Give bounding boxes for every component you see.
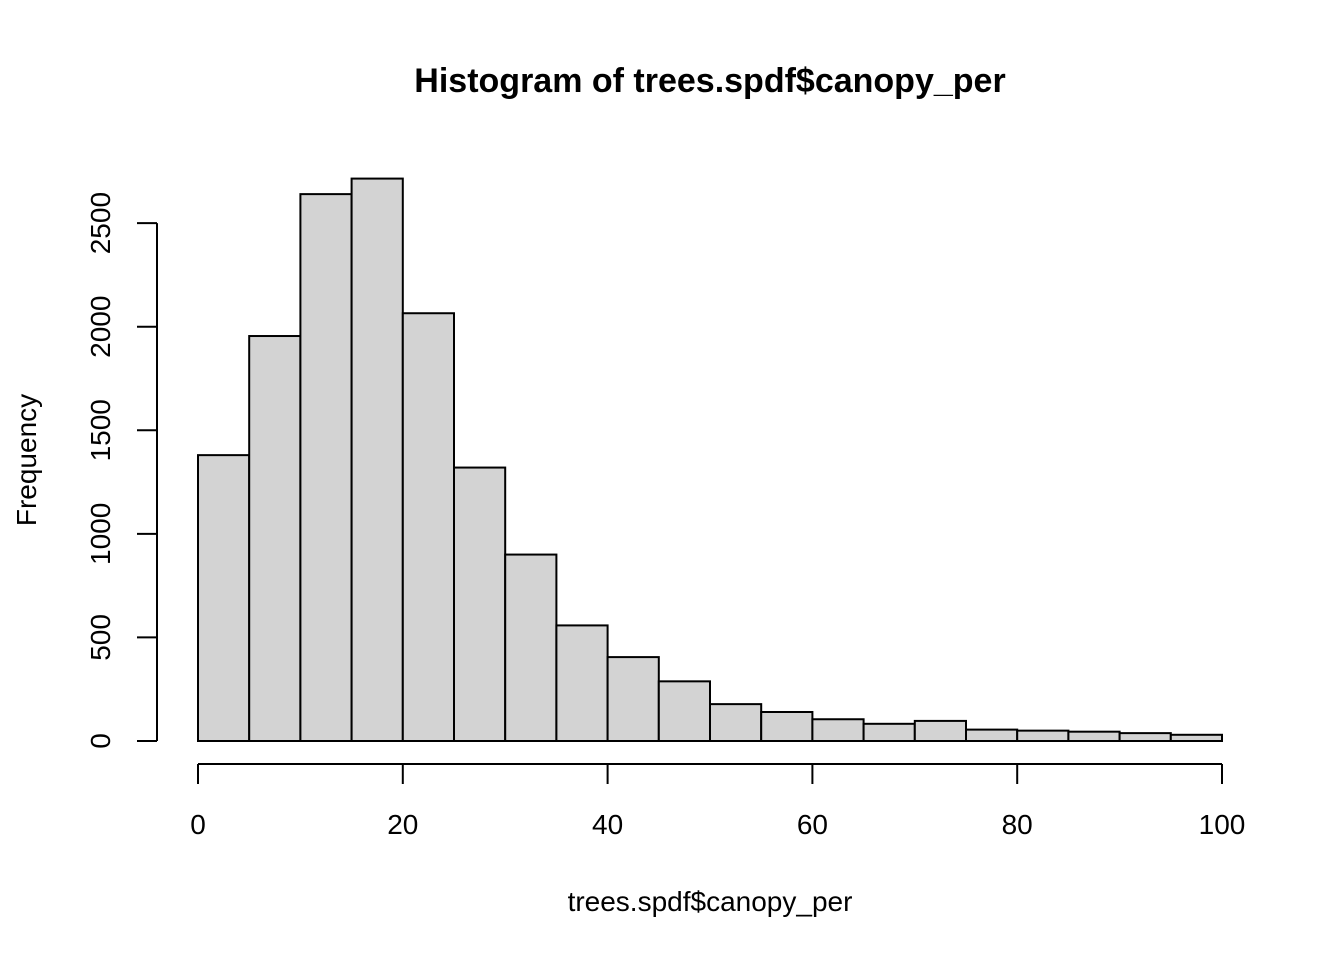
histogram-bar: [504, 553, 558, 742]
y-tick-label: 2000: [85, 296, 116, 358]
histogram-bar: [299, 193, 353, 742]
histogram-bar: [760, 710, 814, 743]
y-tick-label: 1500: [85, 399, 116, 461]
x-tick-label: 80: [1002, 809, 1033, 840]
histogram-bars: [197, 177, 1224, 743]
y-tick-label: 1000: [85, 503, 116, 565]
histogram-bar: [555, 624, 609, 742]
histogram-bar: [606, 656, 660, 742]
histogram-bar: [1067, 730, 1121, 742]
histogram-bar: [862, 722, 916, 743]
histogram-bar: [350, 177, 404, 742]
y-tick-label: 500: [85, 614, 116, 661]
histogram-bar: [1169, 733, 1224, 743]
y-tick-label: 2500: [85, 192, 116, 254]
histogram-bar: [401, 312, 455, 742]
histogram-bar: [657, 680, 711, 743]
histogram-bar: [453, 466, 507, 742]
x-tick-label: 60: [797, 809, 828, 840]
x-axis-label: trees.spdf$canopy_per: [568, 886, 853, 917]
histogram-bar: [197, 454, 251, 742]
y-tick-label: 0: [85, 733, 116, 749]
x-tick-label: 20: [387, 809, 418, 840]
histogram-bar: [965, 728, 1019, 742]
x-tick-label: 0: [190, 809, 206, 840]
histogram-bar: [811, 718, 865, 743]
x-tick-label: 40: [592, 809, 623, 840]
y-axis: 0 500 1000 1500 2000 2500: [85, 192, 158, 749]
x-axis: 0 20 40 60 80 100: [190, 763, 1246, 840]
histogram-bar: [709, 703, 763, 743]
histogram-bar: [248, 335, 302, 742]
histogram-bar: [1118, 732, 1172, 742]
x-tick-label: 100: [1199, 809, 1246, 840]
histogram-bar: [913, 719, 967, 742]
y-axis-label: Frequency: [11, 394, 42, 526]
histogram-bar: [1016, 729, 1070, 743]
chart-title: Histogram of trees.spdf$canopy_per: [414, 62, 1005, 100]
